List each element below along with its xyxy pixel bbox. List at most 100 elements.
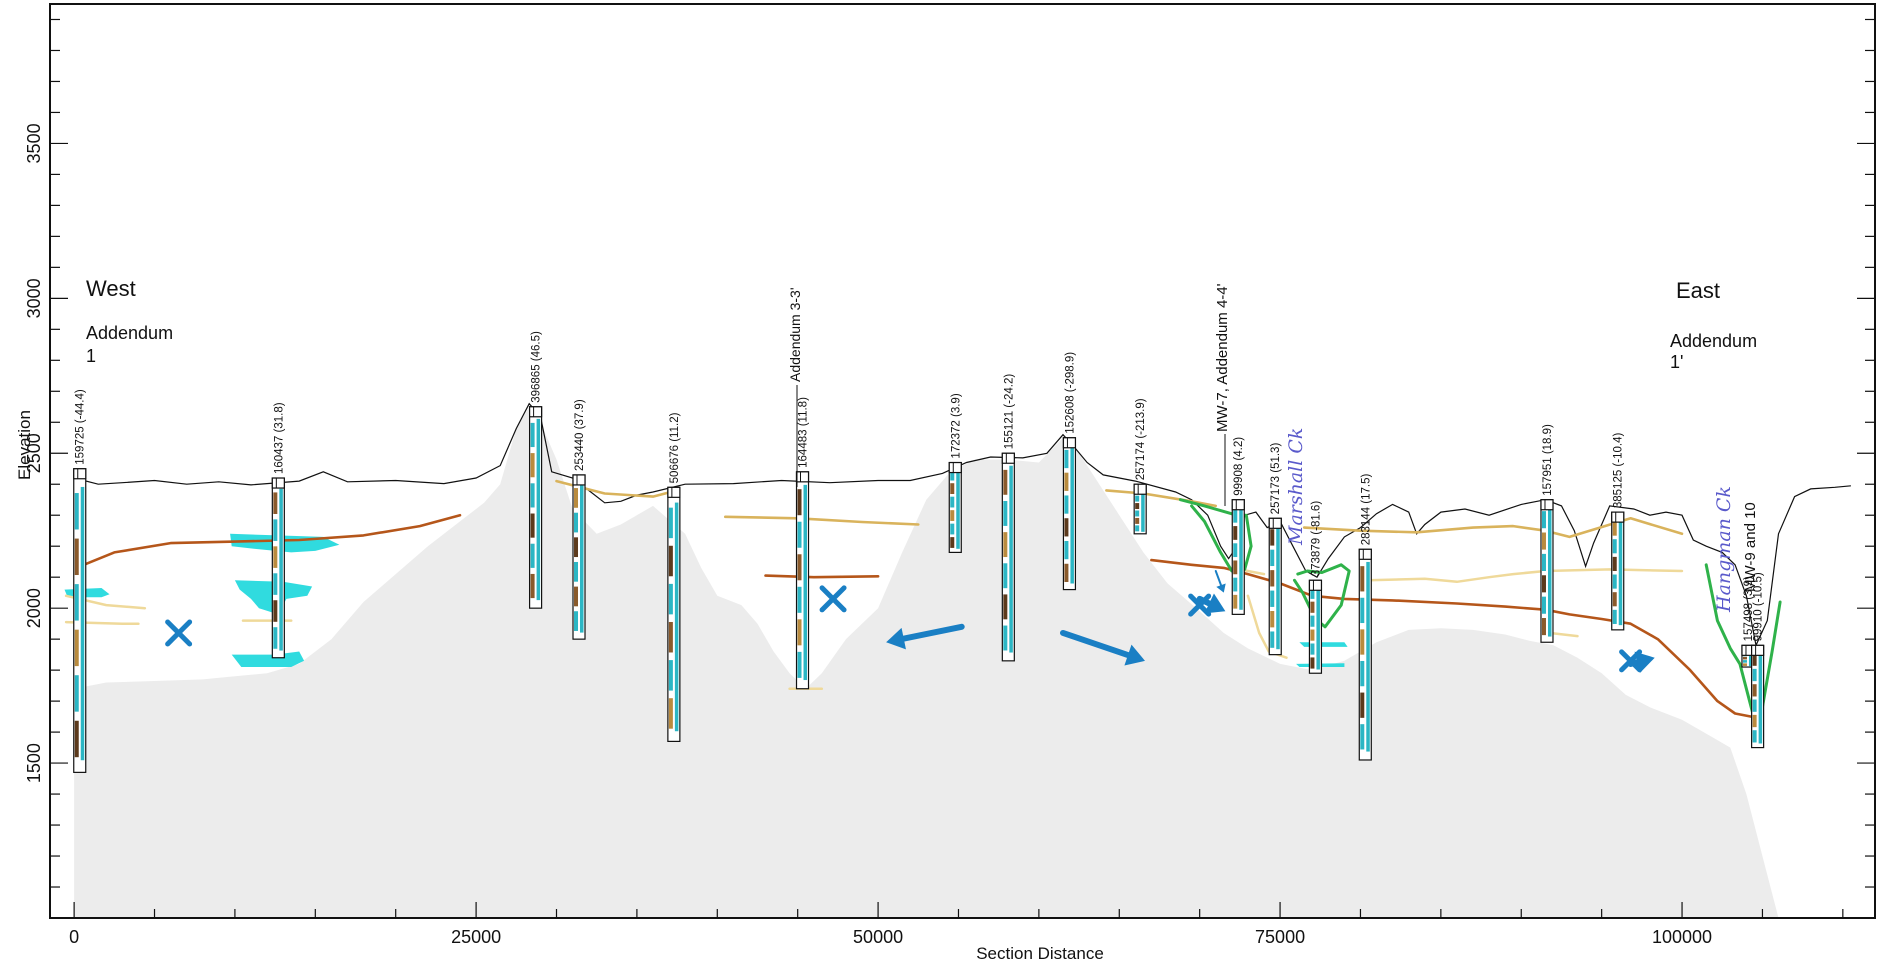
well-lithology-band bbox=[1233, 508, 1238, 523]
well-lithology-band bbox=[1360, 566, 1365, 592]
well-lithology-band bbox=[1360, 660, 1365, 687]
well-label: 157498 (3.9) bbox=[1743, 576, 1755, 641]
well-lithology-band bbox=[1135, 517, 1140, 524]
well-lithology-band bbox=[1233, 560, 1238, 575]
flow-arrow bbox=[1059, 629, 1145, 666]
well-label: 157951 (18.9) bbox=[1542, 424, 1554, 496]
well-log: 99910 (-10.5) bbox=[1751, 572, 1765, 749]
well-log: 385125 (-10.4) bbox=[1611, 433, 1625, 631]
well-lithology-band bbox=[530, 573, 535, 599]
well-lithology-band bbox=[74, 584, 79, 621]
hangman-creek-label: Hangman Ck bbox=[1713, 486, 1735, 613]
well-lithology-band bbox=[1752, 668, 1757, 682]
well-lithology-band bbox=[668, 660, 673, 691]
well-lithology-band bbox=[1135, 525, 1140, 532]
well-lithology-band bbox=[797, 586, 802, 613]
well-log: 159725 (-44.4) bbox=[73, 389, 87, 773]
well-lithology-band bbox=[1541, 511, 1546, 529]
well-lithology-band bbox=[1064, 540, 1069, 560]
well-label: 396865 (46.5) bbox=[531, 331, 543, 403]
well-lithology-band bbox=[1003, 594, 1008, 620]
well-cap bbox=[667, 486, 681, 498]
flow-symbols-layer bbox=[165, 569, 1655, 673]
well-log: 373879 (-81.6) bbox=[1308, 501, 1322, 674]
contact-line-green-3 bbox=[1704, 563, 1782, 715]
aquifer-patch bbox=[231, 651, 305, 667]
well-lithology-band bbox=[1541, 532, 1546, 550]
well-lithology-band bbox=[1064, 563, 1069, 582]
well-lithology-band bbox=[1752, 653, 1757, 666]
plot-frame bbox=[49, 3, 1876, 919]
well-cap bbox=[795, 471, 810, 483]
well-log: 253440 (37.9) bbox=[572, 399, 586, 640]
marshall-creek-label: Marshall Ck bbox=[1285, 428, 1307, 546]
well-log: 157951 (18.9) bbox=[1540, 424, 1554, 643]
addendum-right-label: Addendum bbox=[1670, 331, 1757, 351]
well-lithology-band bbox=[74, 675, 79, 712]
well-label: 160437 (31.8) bbox=[273, 402, 285, 474]
well-lithology-band bbox=[1003, 563, 1008, 589]
well-lithology-band bbox=[1541, 618, 1546, 636]
well-cap bbox=[948, 461, 962, 474]
well-lithology-band bbox=[1752, 699, 1757, 712]
well-screen bbox=[1366, 561, 1370, 752]
well-lithology-band bbox=[668, 507, 673, 539]
well-screen bbox=[1547, 508, 1552, 637]
well-cap bbox=[271, 477, 285, 489]
well-lithology-band bbox=[273, 627, 278, 649]
contact-line-ltan-7 bbox=[1548, 631, 1579, 638]
well-label: 164483 (11.8) bbox=[798, 397, 810, 468]
addendum-right-number: 1' bbox=[1670, 352, 1683, 372]
well-lithology-band bbox=[950, 537, 955, 548]
well-screen bbox=[1618, 519, 1623, 626]
well-lithology-band bbox=[530, 513, 535, 538]
well-lithology-band bbox=[797, 489, 802, 516]
well-lithology-band bbox=[1612, 539, 1617, 554]
well-lithology-band bbox=[797, 651, 802, 678]
well-label: 283144 (17.5) bbox=[1360, 474, 1372, 546]
x-tick-label: 75000 bbox=[1255, 927, 1305, 947]
well-lithology-band bbox=[950, 483, 955, 494]
well-screen bbox=[956, 467, 960, 549]
well-screen bbox=[1141, 487, 1145, 532]
well-lithology-band bbox=[273, 600, 278, 622]
well-log: 99908 (4.2) bbox=[1231, 437, 1245, 615]
well-lithology-band bbox=[74, 629, 79, 667]
well-lithology-band bbox=[1233, 543, 1238, 558]
well-lithology-band bbox=[668, 583, 673, 615]
well-lithology-band bbox=[74, 720, 79, 758]
ground-surface-layer bbox=[73, 402, 1851, 648]
well-lithology-band bbox=[1003, 532, 1008, 558]
well-cap bbox=[73, 468, 87, 480]
x-tick-label: 0 bbox=[69, 927, 79, 947]
well-label: 155121 (-24.2) bbox=[1003, 374, 1015, 450]
well-lithology-band bbox=[574, 611, 579, 631]
well-lithology-band bbox=[1360, 629, 1365, 655]
well-lithology-band bbox=[1612, 592, 1617, 607]
well-lithology-band bbox=[797, 521, 802, 548]
x-tick-label: 50000 bbox=[853, 927, 903, 947]
y-tick-label: 2500 bbox=[24, 433, 44, 473]
well-screen bbox=[1070, 446, 1074, 584]
well-log: 506676 (11.2) bbox=[667, 412, 681, 742]
mw9-label: MW-9 and 10 bbox=[1742, 502, 1759, 592]
bedrock-layer bbox=[74, 406, 1779, 918]
well-lithology-band bbox=[1135, 510, 1140, 517]
well-lithology-band bbox=[1541, 596, 1546, 614]
y-tick-label: 3500 bbox=[24, 123, 44, 163]
bedrock-fill bbox=[74, 406, 1779, 918]
well-lithology-band bbox=[1541, 553, 1546, 571]
flow-arrow bbox=[1619, 649, 1655, 673]
well-lithology-band bbox=[1233, 526, 1238, 540]
well-cap bbox=[1133, 483, 1147, 495]
well-label: 373879 (-81.6) bbox=[1310, 501, 1322, 577]
well-lithology-band bbox=[1064, 518, 1069, 537]
mw7-label: MW-7, Addendum 4-4' bbox=[1214, 283, 1231, 432]
well-lithology-band bbox=[1360, 724, 1365, 750]
well-lithology-band bbox=[1064, 495, 1069, 514]
well-lithology-band bbox=[668, 698, 673, 729]
well-log: 172372 (3.9) bbox=[948, 393, 962, 554]
well-screen bbox=[1276, 526, 1280, 650]
flow-arrow bbox=[1214, 569, 1226, 593]
